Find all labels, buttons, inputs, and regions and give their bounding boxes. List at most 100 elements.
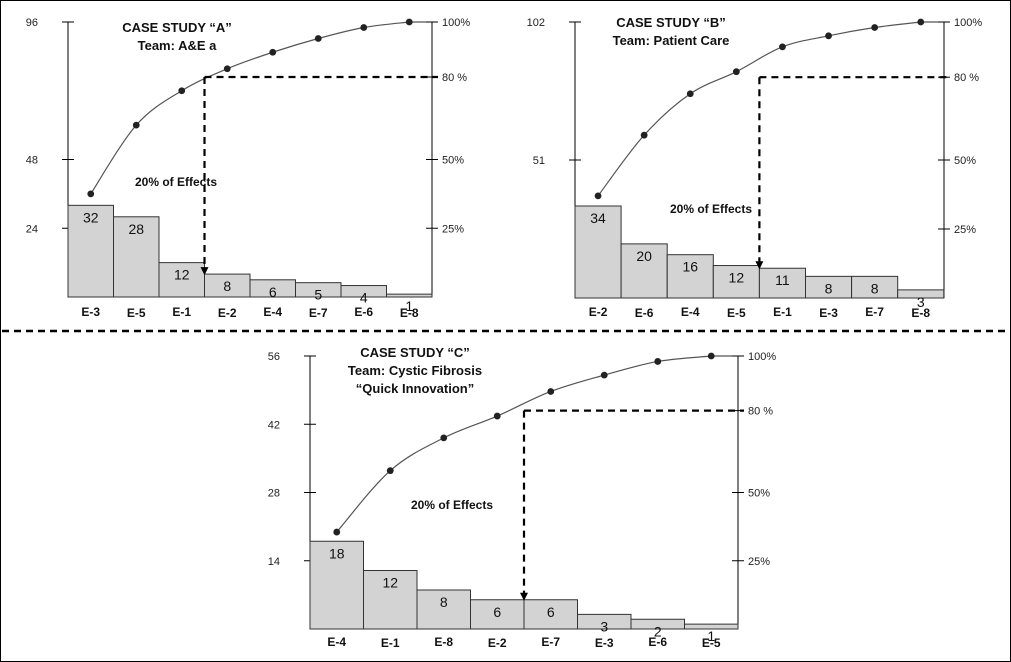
cumulative-point — [917, 18, 925, 26]
bar — [309, 540, 364, 630]
left-tick-label: 42 — [268, 419, 280, 431]
cumulative-point — [333, 528, 341, 536]
category-label: E-4 — [681, 305, 700, 319]
cumulative-point — [871, 24, 879, 31]
category-label: E-8 — [911, 306, 930, 320]
chart-subtitle: Team: Patient Care — [613, 33, 730, 48]
category-label: E-7 — [865, 305, 884, 319]
category-label: E-1 — [381, 636, 400, 650]
bar-value-label: 6 — [547, 604, 555, 620]
right-tick-label: 100% — [954, 17, 982, 29]
bar-value-label: 2 — [654, 623, 662, 639]
bar-value-label: 16 — [682, 259, 698, 275]
category-label: E-1 — [773, 305, 792, 319]
category-label: E-3 — [595, 636, 614, 650]
cumulative-point — [640, 131, 648, 139]
right-tick-label: 50% — [748, 488, 770, 500]
bar-value-label: 1 — [707, 628, 715, 644]
bar-value-label: 12 — [382, 575, 398, 591]
bar — [666, 254, 714, 299]
bar-value-label: 32 — [83, 209, 99, 225]
cutoff-arrowhead — [520, 592, 528, 601]
category-label: E-5 — [127, 306, 146, 320]
cumulative-point — [654, 358, 662, 365]
cumulative-point — [440, 434, 448, 442]
category-label: E-2 — [589, 305, 608, 319]
bar-value-label: 8 — [825, 280, 833, 296]
chart-title: CASE STUDY “A” — [122, 20, 232, 35]
category-label: E-4 — [263, 305, 282, 319]
bar — [363, 570, 418, 630]
chart-title: CASE STUDY “B” — [616, 15, 726, 30]
right-tick-label: 50% — [442, 155, 464, 167]
cumulative-point — [493, 412, 501, 420]
cumulative-point — [600, 371, 608, 379]
category-label: E-5 — [727, 306, 746, 320]
category-label: E-4 — [327, 635, 346, 649]
right-tick-label: 80 % — [442, 72, 467, 84]
category-label: E-2 — [218, 306, 237, 320]
bar — [851, 275, 899, 299]
bar-value-label: 8 — [223, 278, 231, 294]
left-tick-label: 102 — [527, 17, 545, 29]
right-tick-label: 25% — [442, 223, 464, 235]
cumulative-line — [597, 21, 938, 197]
bar-value-label: 6 — [493, 604, 501, 620]
cutoff-arrowhead — [200, 267, 209, 276]
bar — [386, 293, 433, 298]
category-label: E-3 — [819, 306, 838, 320]
left-tick-label: 14 — [268, 556, 280, 568]
bar-value-label: 18 — [329, 545, 345, 561]
bar-value-label: 8 — [871, 280, 879, 296]
cumulative-point — [178, 87, 186, 95]
bar — [416, 589, 471, 630]
bar-value-label: 11 — [775, 272, 790, 288]
bar-value-label: 12 — [729, 270, 745, 286]
cumulative-point — [732, 68, 740, 76]
left-tick-label: 28 — [268, 488, 280, 500]
bar — [67, 204, 114, 298]
bar-value-label: 5 — [314, 287, 322, 303]
right-tick-label: 80 % — [954, 72, 979, 84]
category-label: E-6 — [648, 635, 667, 649]
category-label: E-3 — [81, 305, 100, 319]
bar — [470, 599, 525, 630]
effects-annotation: 20% of Effects — [135, 175, 217, 189]
cumulative-point — [547, 388, 555, 395]
right-tick-label: 25% — [748, 556, 770, 568]
cumulative-point — [132, 121, 140, 129]
bar — [897, 289, 945, 299]
left-tick-label: 48 — [26, 155, 38, 167]
bar — [758, 267, 807, 299]
bar-value-label: 34 — [590, 210, 606, 226]
category-label: E-6 — [354, 305, 373, 319]
chart-subtitle: Team: Cystic Fibrosis — [348, 363, 482, 378]
cutoff-arrowhead — [755, 261, 764, 270]
cumulative-point — [386, 467, 394, 475]
chart-case-study-b: 51 102 25% 50% 80 % 100% 34 E-2 20 E-6 16 E-4 12 E-5 1… — [527, 15, 983, 320]
bar — [620, 243, 668, 299]
cumulative-point — [223, 65, 231, 73]
bar-value-label: 4 — [360, 290, 368, 306]
chart-subtitle: Team: A&E a — [138, 38, 218, 53]
category-label: E-2 — [488, 636, 507, 650]
bar-value-label: 8 — [440, 594, 448, 610]
bar-value-label: 12 — [174, 267, 190, 283]
cumulative-point — [314, 35, 322, 42]
bar-value-label: 20 — [636, 248, 652, 264]
left-tick-label: 96 — [26, 17, 38, 29]
bar — [574, 205, 622, 299]
cumulative-point — [360, 24, 368, 31]
effects-annotation: 20% of Effects — [411, 498, 493, 512]
chart-subtitle: “Quick Innovation” — [356, 381, 474, 396]
bar-value-label: 1 — [405, 298, 413, 314]
cumulative-point — [269, 48, 277, 56]
category-label: E-8 — [434, 635, 453, 649]
bar — [340, 285, 387, 298]
bar — [523, 599, 578, 630]
left-tick-label: 24 — [26, 223, 38, 235]
right-tick-label: 50% — [954, 155, 976, 167]
category-label: E-7 — [309, 306, 328, 320]
